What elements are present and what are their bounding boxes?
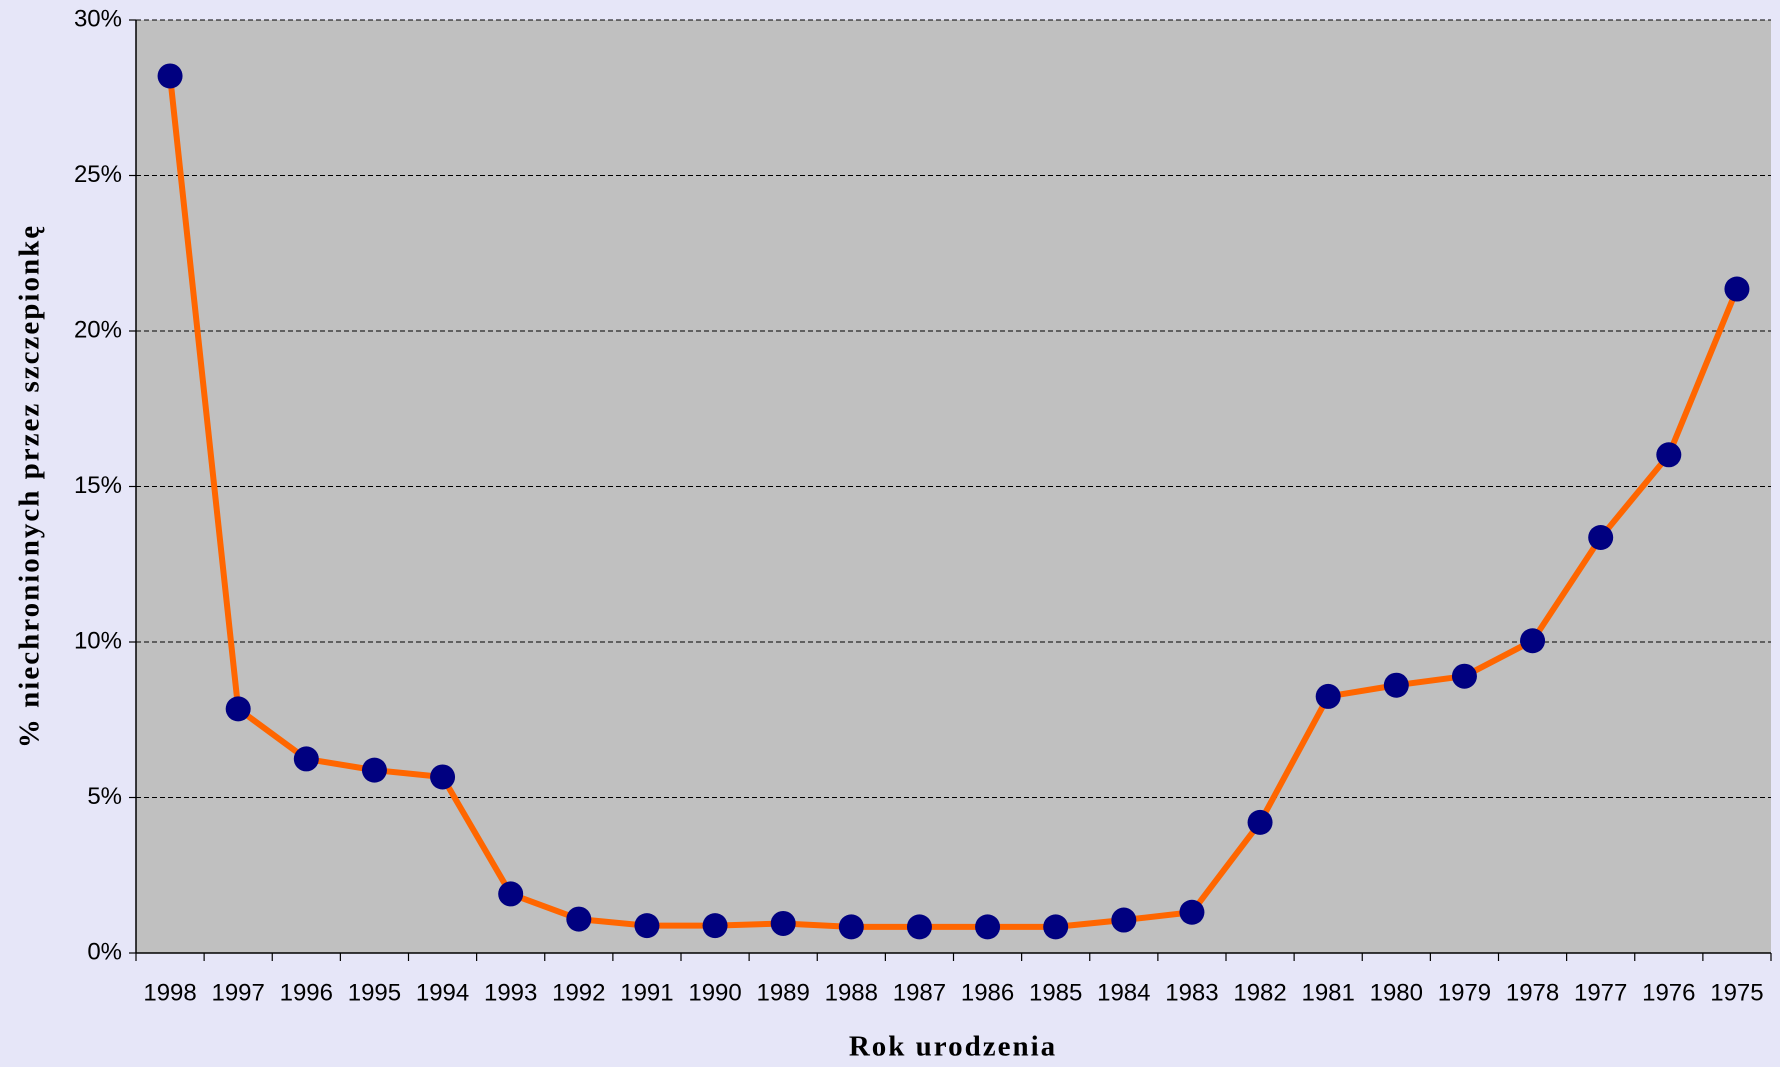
data-point [1043,914,1069,940]
data-point [566,906,592,932]
data-point [225,696,251,722]
data-point [1383,672,1409,698]
data-point [1588,525,1614,551]
data-point [1247,809,1273,835]
x-tick-label: 1982 [1233,979,1286,1006]
y-tick-label: 20% [74,316,122,343]
data-point [1656,442,1682,468]
x-tick-label: 1975 [1710,979,1763,1006]
x-tick-label: 1983 [1165,979,1218,1006]
x-tick-label: 1984 [1097,979,1150,1006]
x-tick-label: 1985 [1029,979,1082,1006]
x-tick-label: 1989 [756,979,809,1006]
x-tick-label: 1997 [211,979,264,1006]
y-tick-label: 10% [74,627,122,654]
data-point [1451,663,1477,689]
x-tick-label: 1986 [961,979,1014,1006]
x-tick-label: 1981 [1301,979,1354,1006]
x-tick-label: 1993 [484,979,537,1006]
y-tick-label: 30% [74,5,122,32]
x-tick-label: 1976 [1642,979,1695,1006]
data-point [361,757,387,783]
data-point [293,746,319,772]
data-point [157,63,183,89]
data-point [430,764,456,790]
data-point [498,881,524,907]
data-point [1724,276,1750,302]
x-tick-label: 1977 [1574,979,1627,1006]
data-point [1111,907,1137,933]
x-tick-label: 1979 [1438,979,1491,1006]
x-tick-label: 1998 [143,979,196,1006]
y-tick-label: 25% [74,161,122,188]
x-axis-title: Rok urodzenia [849,1031,1057,1063]
x-tick-label: 1990 [688,979,741,1006]
data-point [1179,899,1205,925]
data-point [1315,683,1341,709]
y-tick-label: 0% [87,938,122,965]
data-point [1520,628,1546,654]
y-tick-label: 5% [87,783,122,810]
data-point [702,913,728,939]
data-point [906,914,932,940]
x-tick-label: 1980 [1370,979,1423,1006]
x-tick-label: 1988 [825,979,878,1006]
x-tick-label: 1994 [416,979,469,1006]
x-tick-label: 1992 [552,979,605,1006]
x-tick-label: 1978 [1506,979,1559,1006]
x-tick-label: 1987 [893,979,946,1006]
y-axis-title: % niechronionych przez szczepionkę [14,224,46,748]
x-tick-label: 1996 [280,979,333,1006]
data-point [770,910,796,936]
data-point [975,914,1001,940]
y-tick-label: 15% [74,472,122,499]
x-tick-label: 1991 [620,979,673,1006]
x-tick-label: 1995 [348,979,401,1006]
data-point [838,914,864,940]
data-point [634,913,660,939]
